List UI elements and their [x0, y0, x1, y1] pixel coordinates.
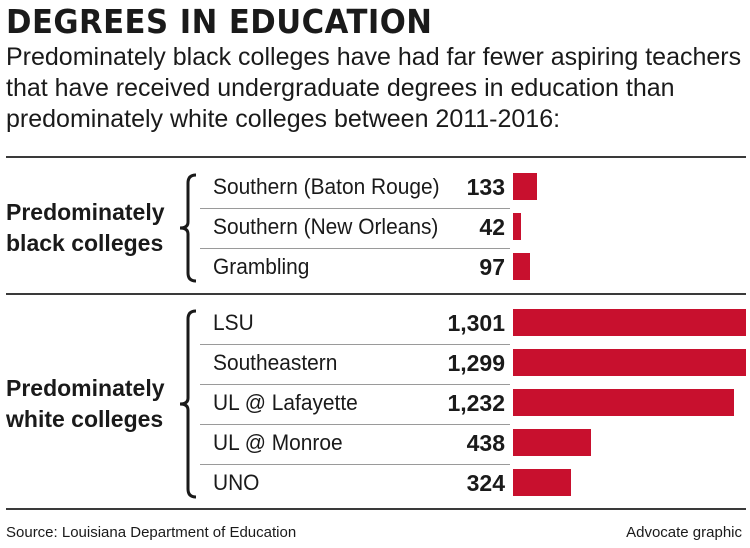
bar-value-label: 133: [466, 174, 505, 200]
row-separator: [200, 384, 510, 385]
chart-subtitle: Predominately black colleges have had fa…: [6, 43, 742, 133]
bar-label: UL @ Monroe: [213, 430, 343, 455]
bar-label: Southern (Baton Rouge): [213, 174, 440, 199]
bar: [513, 213, 521, 240]
bar-label: UL @ Lafayette: [213, 390, 358, 415]
row-separator: [200, 344, 510, 345]
top-rule: [6, 156, 746, 158]
bar-value-label: 97: [479, 254, 505, 280]
bar: [513, 253, 530, 280]
bar-value-label: 42: [479, 214, 505, 240]
bar-value-label: 324: [466, 470, 505, 496]
bar: [513, 389, 734, 416]
brace-path: [179, 173, 197, 283]
bar-label: LSU: [213, 310, 254, 335]
brace-path: [179, 309, 197, 499]
bar: [513, 469, 571, 496]
bar-value-label: 1,299: [447, 350, 505, 376]
group-label: Predominately black colleges: [6, 199, 165, 256]
bar-label: Grambling: [213, 254, 310, 279]
group-label: Predominately white colleges: [6, 375, 165, 432]
row-separator: [200, 464, 510, 465]
bar-value-label: 1,232: [447, 390, 505, 416]
row-separator: [200, 248, 510, 249]
middle-rule: [6, 293, 746, 295]
bottom-rule: [6, 508, 746, 510]
bar: [513, 309, 746, 336]
bar: [513, 429, 591, 456]
bar: [513, 173, 537, 200]
group-brace: [179, 173, 197, 283]
row-separator: [200, 208, 510, 209]
bar-label: UNO: [213, 470, 260, 495]
group-brace: [179, 309, 197, 499]
bar-label: Southern (New Orleans): [213, 214, 439, 239]
chart-title: DEGREES IN EDUCATION: [6, 2, 433, 41]
bar-value-label: 438: [466, 430, 505, 456]
bar-label: Southeastern: [213, 350, 338, 375]
bar-value-label: 1,301: [447, 310, 505, 336]
bar: [513, 349, 746, 376]
row-separator: [200, 424, 510, 425]
source-note: Source: Louisiana Department of Educatio…: [6, 524, 297, 541]
credit-note: Advocate graphic: [626, 524, 742, 541]
